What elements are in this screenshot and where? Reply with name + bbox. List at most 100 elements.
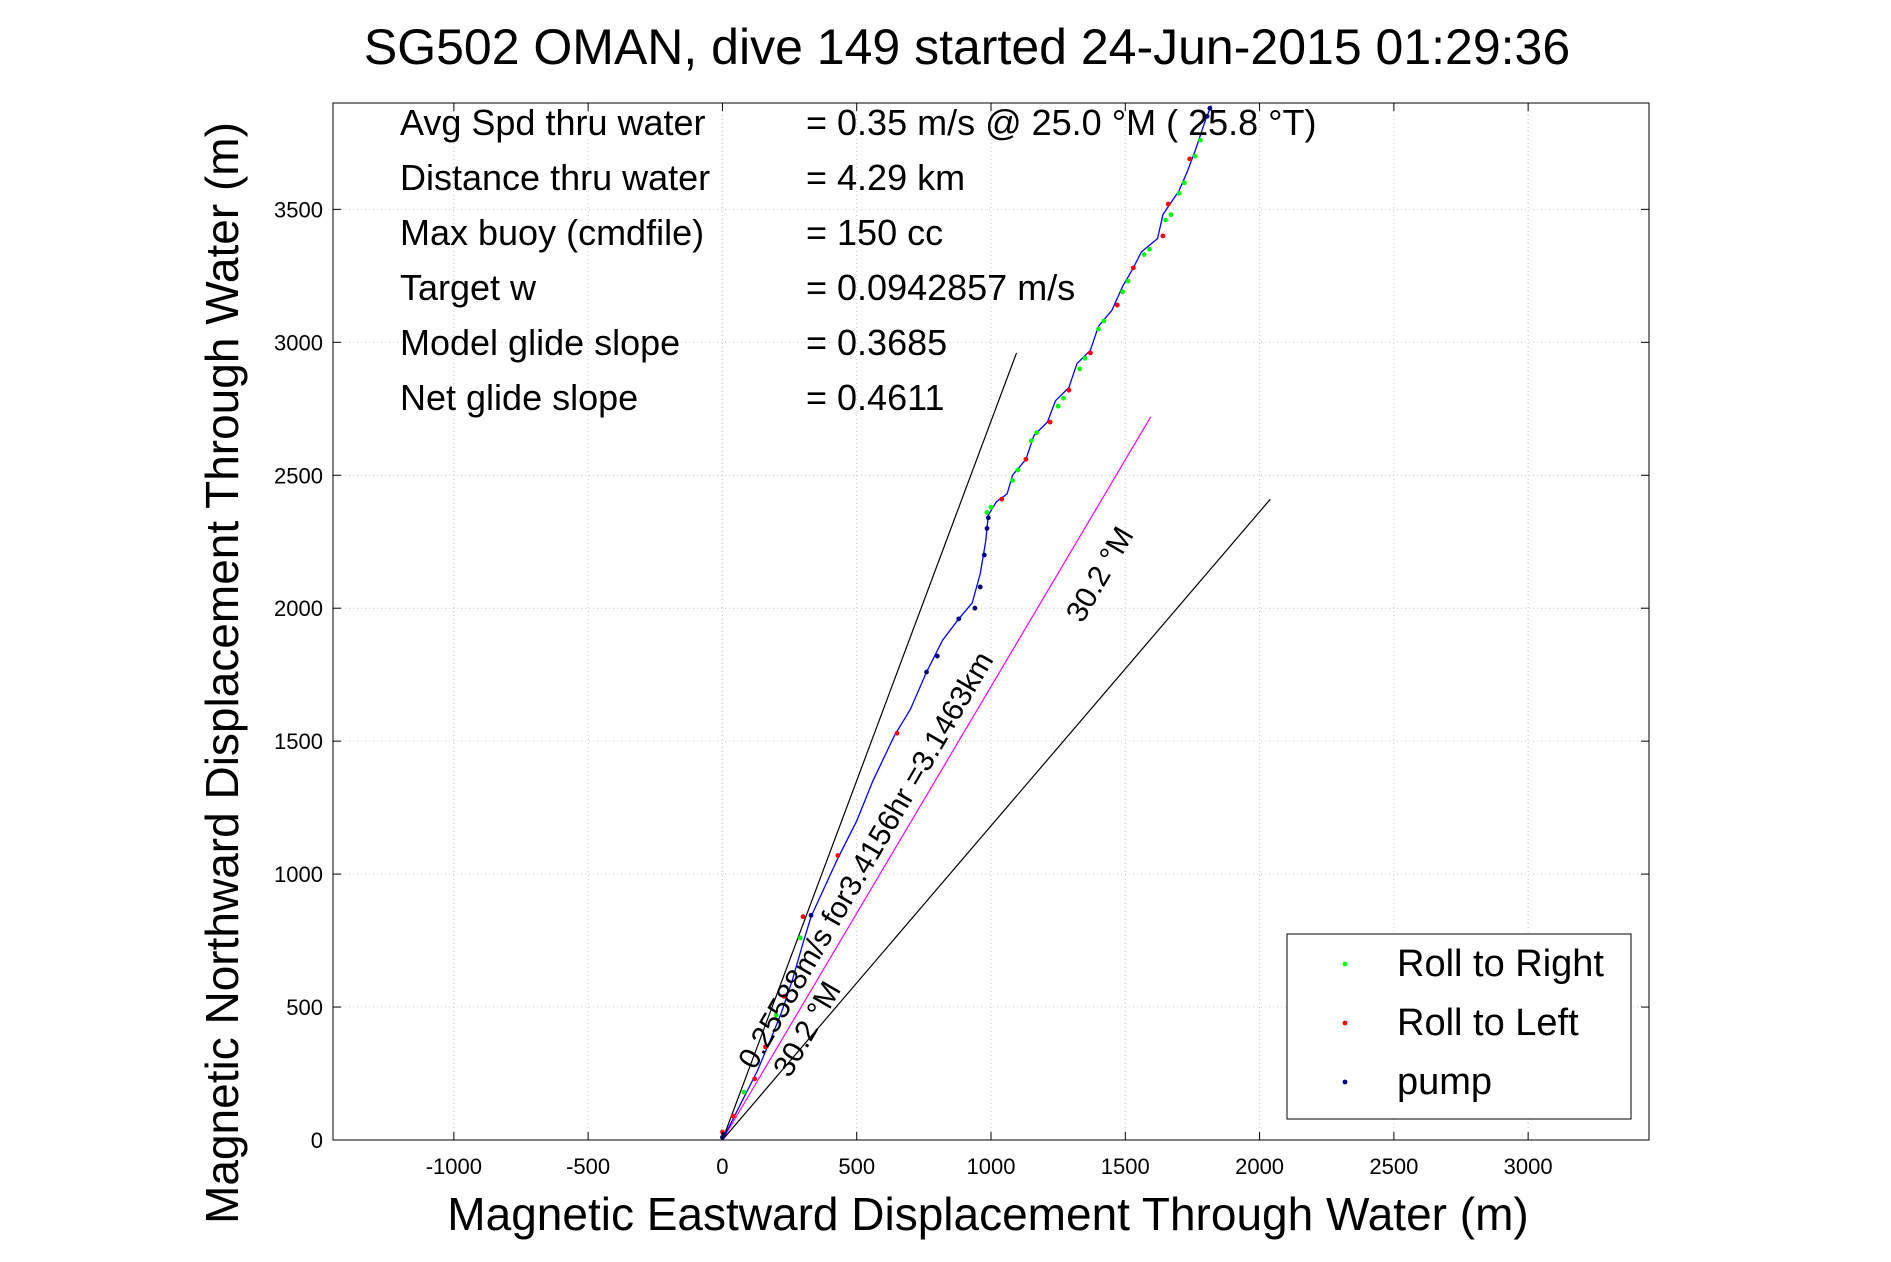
data-point [1141, 252, 1147, 257]
data-point [1176, 191, 1182, 196]
data-point [1010, 478, 1015, 483]
data-point [934, 653, 940, 659]
data-point [1125, 278, 1131, 284]
stat-value: = 0.0942857 m/s [806, 267, 1075, 308]
legend: Roll to Right Roll to Left pump [1286, 933, 1632, 1120]
data-point [1061, 395, 1066, 401]
chart-title: SG502 OMAN, dive 149 started 24-Jun-2015… [364, 19, 1570, 75]
y-tick-label: 2000 [274, 596, 323, 621]
data-point [752, 1076, 758, 1082]
reference-line [721, 498, 1271, 1141]
data-point [1023, 456, 1029, 462]
data-point [1077, 366, 1083, 372]
data-point [956, 616, 962, 622]
data-point [1034, 430, 1040, 436]
data-point [1047, 419, 1053, 425]
data-point [835, 853, 841, 858]
data-point [1207, 105, 1213, 111]
legend-label: pump [1397, 1061, 1492, 1103]
data-point [988, 504, 994, 510]
reference-line [721, 352, 1018, 1141]
stat-value: = 0.35 m/s @ 25.0 °M ( 25.8 °T) [806, 102, 1317, 143]
legend-marker [1342, 961, 1348, 967]
data-point [985, 515, 991, 521]
y-tick-label: 1000 [274, 862, 323, 887]
x-tick-label: 2500 [1369, 1154, 1418, 1179]
series-roll-to-left [720, 156, 1193, 1135]
data-point [773, 1012, 779, 1018]
data-point [999, 496, 1005, 502]
data-point [984, 510, 990, 515]
legend-marker [1342, 1020, 1348, 1026]
data-point [808, 912, 814, 918]
y-tick-label: 500 [286, 995, 323, 1020]
data-point [1120, 289, 1125, 295]
data-point [781, 994, 787, 999]
data-point [730, 1113, 736, 1119]
stat-value: = 150 cc [806, 212, 943, 253]
stat-label: Target w [400, 267, 537, 308]
data-point [1160, 233, 1166, 239]
x-tick-label: -500 [566, 1154, 610, 1179]
x-tick-label: 2000 [1235, 1154, 1284, 1179]
series-pump [720, 105, 1213, 1140]
annotation: 30.2 °M [1060, 521, 1141, 627]
stat-label: Distance thru water [400, 157, 710, 198]
data-point [1204, 113, 1210, 119]
data-point [1066, 387, 1072, 393]
stat-label: Avg Spd thru water [400, 102, 706, 143]
x-axis-label: Magnetic Eastward Displacement Through W… [447, 1188, 1528, 1240]
data-point [1087, 350, 1093, 356]
point-series [720, 105, 1213, 1140]
data-point [797, 935, 803, 941]
annotation: 0.25588m/s for3.4156hr =3.1463km [732, 646, 1000, 1074]
x-tick-label: 0 [716, 1154, 728, 1179]
data-point [1130, 265, 1136, 271]
data-point [1181, 180, 1187, 186]
stat-label: Model glide slope [400, 322, 680, 363]
reference-line [721, 416, 1152, 1141]
data-point [1101, 318, 1107, 324]
data-point [1192, 153, 1198, 159]
stat-value: = 0.4611 [806, 377, 944, 418]
data-point [763, 1044, 768, 1050]
stat-label: Max buoy (cmdfile) [400, 212, 704, 253]
data-point [1082, 355, 1088, 361]
x-tick-label: 1000 [967, 1154, 1016, 1179]
data-point [977, 584, 983, 590]
stat-label: Net glide slope [400, 377, 638, 418]
data-point [1198, 137, 1203, 143]
stat-value: = 0.3685 [806, 322, 947, 363]
data-point [1163, 217, 1168, 223]
data-point [1055, 403, 1061, 409]
stat-value: = 4.29 km [806, 157, 965, 198]
y-tick-label: 3500 [274, 197, 323, 222]
data-point [1096, 326, 1101, 332]
stats-block: Avg Spd thru water = 0.35 m/s @ 25.0 °M (… [400, 102, 1317, 418]
data-point [1147, 246, 1152, 252]
data-point [1168, 212, 1174, 218]
data-point [1165, 201, 1171, 207]
legend-marker [1342, 1079, 1348, 1085]
data-point [1187, 156, 1193, 162]
x-tick-labels: -1000 -500 0 500 1000 1500 2000 2500 3000 [426, 103, 1553, 1179]
reference-lines [721, 352, 1271, 1141]
x-tick-label: 3000 [1504, 1154, 1553, 1179]
data-point [981, 552, 987, 558]
data-point [894, 730, 900, 736]
y-tick-label: 1500 [274, 729, 323, 754]
data-point [1114, 302, 1120, 308]
y-tick-label: 3000 [274, 330, 323, 355]
data-point [741, 1089, 747, 1095]
x-tick-label: 500 [838, 1154, 875, 1179]
y-tick-label: 2500 [274, 463, 323, 488]
data-point [1015, 467, 1021, 473]
data-point [800, 914, 806, 920]
legend-label: Roll to Left [1397, 1002, 1579, 1044]
legend-box [1286, 933, 1632, 1120]
y-tick-label: 0 [311, 1128, 323, 1153]
data-point [1028, 438, 1034, 444]
y-axis-label: Magnetic Northward Displacement Through … [196, 122, 248, 1224]
